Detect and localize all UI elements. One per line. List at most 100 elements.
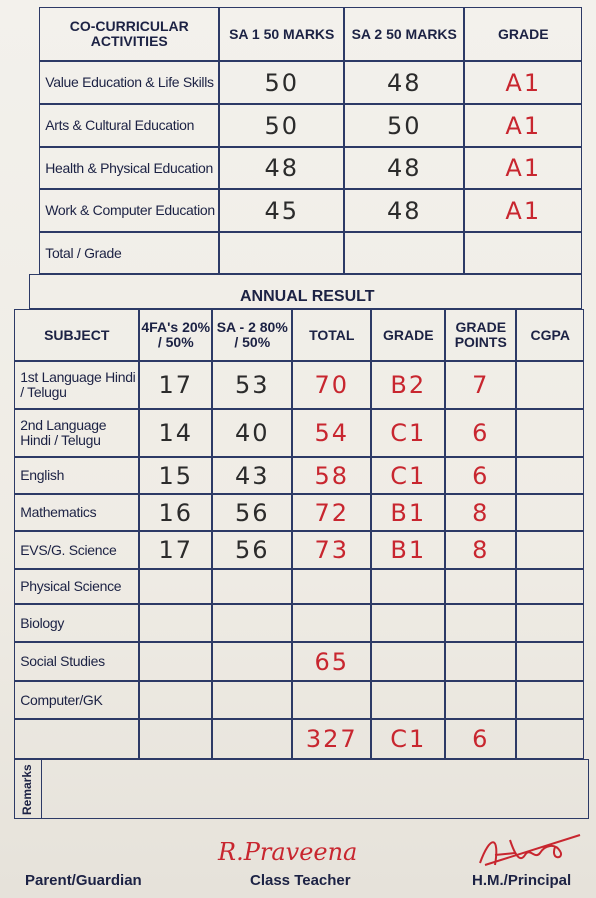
table-cell — [212, 642, 293, 682]
table-cell — [292, 681, 372, 720]
table-cell — [212, 719, 293, 760]
table-cell — [516, 681, 585, 720]
column-header: 4FA's 20% / 50% — [139, 309, 213, 362]
table-cell: 17 — [139, 531, 213, 570]
table-cell — [516, 604, 585, 643]
table-cell — [371, 569, 446, 605]
column-header: SA 1 50 MARKS — [219, 7, 345, 62]
row-label: Mathematics — [14, 494, 140, 532]
table-cell: 45 — [219, 189, 345, 233]
table-cell: C1 — [371, 719, 446, 760]
table-cell — [344, 232, 465, 275]
column-header: GRADE POINTS — [445, 309, 517, 362]
row-label: 2nd Language Hindi / Telugu — [14, 409, 140, 458]
column-header: CO-CURRICULAR ACTIVITIES — [39, 7, 220, 62]
remarks-label: Remarks — [20, 764, 34, 815]
table-cell: 6 — [445, 719, 517, 760]
table-cell — [516, 642, 585, 682]
table-cell — [219, 232, 345, 275]
column-header: GRADE — [464, 7, 583, 62]
column-header: SA - 2 80% / 50% — [212, 309, 293, 362]
row-label: Health & Physical Education — [39, 147, 220, 190]
table-cell — [139, 719, 213, 760]
signature-label: Class Teacher — [250, 872, 351, 889]
section-title-box — [29, 274, 583, 310]
table-cell: 50 — [219, 61, 345, 105]
table-cell: 58 — [292, 457, 372, 495]
table-cell: 15 — [139, 457, 213, 495]
table-cell: 72 — [292, 494, 372, 532]
row-label: Work & Computer Education — [39, 189, 220, 233]
table-cell — [516, 531, 585, 570]
table-cell: C1 — [371, 457, 446, 495]
table-cell: 48 — [344, 147, 465, 190]
table-cell — [445, 569, 517, 605]
table-cell — [516, 409, 585, 458]
table-cell: 56 — [212, 531, 293, 570]
row-label: Arts & Cultural Education — [39, 104, 220, 148]
table-cell — [445, 642, 517, 682]
row-label: 1st Language Hindi / Telugu — [14, 361, 140, 410]
table-cell: 17 — [139, 361, 213, 410]
principal-signature — [479, 834, 581, 866]
remarks-label-box — [14, 759, 43, 820]
table-cell — [212, 604, 293, 643]
table-cell — [516, 719, 585, 760]
table-cell: A1 — [464, 61, 583, 105]
table-cell: 56 — [212, 494, 293, 532]
table-cell — [139, 604, 213, 643]
table-cell: B1 — [371, 494, 446, 532]
row-label: EVS/G. Science — [14, 531, 140, 570]
table-cell — [516, 494, 585, 532]
table-cell: 43 — [212, 457, 293, 495]
table-cell: 327 — [292, 719, 372, 760]
table-cell: 8 — [445, 494, 517, 532]
table-cell: A1 — [464, 104, 583, 148]
table-cell — [139, 681, 213, 720]
row-label: Computer/GK — [14, 681, 140, 720]
table-cell: A1 — [464, 189, 583, 233]
table-cell: 6 — [445, 457, 517, 495]
table-cell: 65 — [292, 642, 372, 682]
table-cell: 40 — [212, 409, 293, 458]
table-cell: 70 — [292, 361, 372, 410]
table-cell: 7 — [445, 361, 517, 410]
signature-label: H.M./Principal — [472, 872, 572, 889]
table-cell: 50 — [344, 104, 465, 148]
table-cell: 48 — [344, 189, 465, 233]
section-title: ANNUAL RESULT — [240, 288, 375, 305]
table-cell: 50 — [219, 104, 345, 148]
table-cell — [139, 569, 213, 605]
row-label: Social Studies — [14, 642, 140, 682]
table-cell: 14 — [139, 409, 213, 458]
row-label: Total / Grade — [39, 232, 220, 275]
remarks-box — [14, 759, 590, 820]
column-header: CGPA — [516, 309, 585, 362]
table-cell — [292, 604, 372, 643]
table-cell — [139, 642, 213, 682]
column-header: SA 2 50 MARKS — [344, 7, 465, 62]
table-cell: A1 — [464, 147, 583, 190]
table-cell — [516, 569, 585, 605]
table-cell — [516, 361, 585, 410]
table-cell: 48 — [219, 147, 345, 190]
column-header: GRADE — [371, 309, 446, 362]
table-cell — [445, 604, 517, 643]
table-cell: 53 — [212, 361, 293, 410]
table-cell — [445, 681, 517, 720]
table-cell — [371, 604, 446, 643]
table-cell — [371, 642, 446, 682]
signature-stroke — [479, 834, 581, 866]
column-header: TOTAL — [292, 309, 372, 362]
table-cell — [464, 232, 583, 275]
signature-label: Parent/Guardian — [25, 872, 142, 889]
table-cell: C1 — [371, 409, 446, 458]
row-label — [14, 719, 140, 760]
table-cell: B1 — [371, 531, 446, 570]
row-label: Biology — [14, 604, 140, 643]
table-cell: 48 — [344, 61, 465, 105]
table-cell: 8 — [445, 531, 517, 570]
table-cell — [212, 569, 293, 605]
table-cell — [371, 681, 446, 720]
signature-name: R.Praveena — [218, 838, 358, 866]
